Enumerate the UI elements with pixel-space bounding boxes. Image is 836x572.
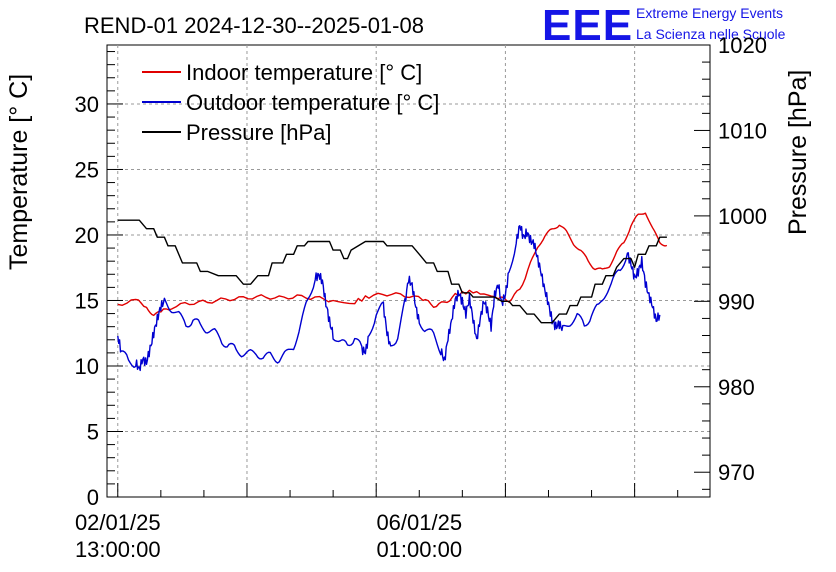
left-tick-label: 30 bbox=[75, 92, 99, 117]
series-outdoor-temperature bbox=[117, 224, 661, 372]
eee-logo: EEE Extreme Energy Events La Scienza nel… bbox=[542, 1, 786, 50]
chart-title: REND-01 2024-12-30--2025-01-08 bbox=[84, 13, 424, 38]
series-pressure bbox=[117, 219, 667, 324]
left-tick-label: 0 bbox=[87, 485, 99, 510]
right-tick-label: 1000 bbox=[718, 204, 767, 229]
series-indoor-temperature bbox=[117, 212, 668, 317]
legend: Indoor temperature [° C] Outdoor tempera… bbox=[142, 60, 439, 145]
right-tick-label: 1010 bbox=[718, 118, 767, 143]
grid bbox=[107, 45, 710, 497]
left-tick-label: 5 bbox=[87, 419, 99, 444]
right-tick-label: 980 bbox=[718, 375, 755, 400]
eee-logo-line1: Extreme Energy Events bbox=[636, 5, 783, 21]
legend-label-pressure: Pressure [hPa] bbox=[186, 120, 332, 145]
legend-label-outdoor: Outdoor temperature [° C] bbox=[186, 90, 439, 115]
right-axis-label: Pressure [hPa] bbox=[784, 70, 812, 235]
right-tick-label: 1020 bbox=[718, 33, 767, 58]
right-tick-label: 970 bbox=[718, 460, 755, 485]
right-tick-label: 990 bbox=[718, 289, 755, 314]
x-tick-label-time: 01:00:00 bbox=[376, 537, 462, 562]
series-layer bbox=[117, 212, 668, 372]
x-tick-label-date: 06/01/25 bbox=[376, 510, 462, 535]
left-axis-label: Temperature [° C] bbox=[5, 74, 33, 270]
left-axis-ticks: 0 5 10 15 20 25 30 bbox=[75, 51, 123, 510]
legend-label-indoor: Indoor temperature [° C] bbox=[186, 60, 422, 85]
left-tick-label: 10 bbox=[75, 354, 99, 379]
eee-logo-mark: EEE bbox=[542, 1, 633, 50]
left-tick-label: 20 bbox=[75, 223, 99, 248]
x-tick-label-date: 02/01/25 bbox=[75, 510, 161, 535]
right-axis-ticks: 970 980 990 1000 1010 1020 bbox=[694, 33, 767, 490]
x-tick-label-time: 13:00:00 bbox=[75, 537, 161, 562]
left-tick-label: 25 bbox=[75, 157, 99, 182]
eee-logo-line2: La Scienza nelle Scuole bbox=[636, 26, 786, 42]
left-tick-label: 15 bbox=[75, 288, 99, 313]
